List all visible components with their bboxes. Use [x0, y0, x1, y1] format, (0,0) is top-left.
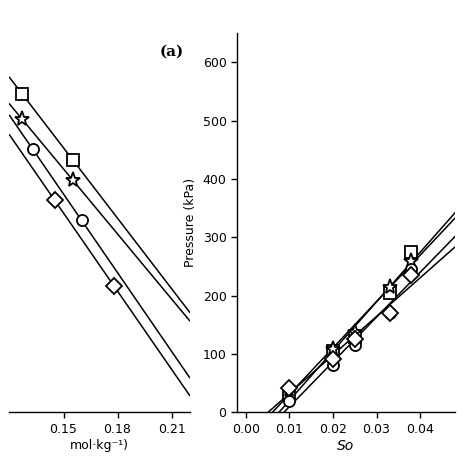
X-axis label: mol·kg⁻¹): mol·kg⁻¹): [70, 438, 129, 452]
Text: (a): (a): [160, 45, 184, 59]
Y-axis label: Pressure (kPa): Pressure (kPa): [184, 178, 197, 267]
X-axis label: So: So: [337, 438, 355, 453]
